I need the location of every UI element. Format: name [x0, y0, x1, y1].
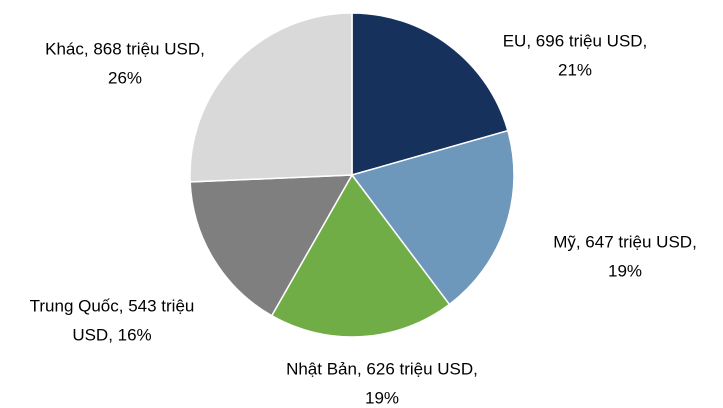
slice-label: 19%: [608, 261, 642, 280]
slice-label: 21%: [558, 60, 592, 79]
slice-label: EU, 696 triệu USD,: [503, 31, 648, 50]
slice-label: USD, 16%: [72, 325, 151, 344]
slice-label: Trung Quốc, 543 triệu: [30, 296, 195, 315]
pie-slice: [189, 12, 353, 183]
slice-label: 19%: [365, 388, 399, 407]
slice-label: Nhật Bản, 626 triệu USD,: [286, 359, 478, 378]
slice-label: Khác, 868 triệu USD,: [45, 39, 205, 58]
pie-slice: [189, 174, 354, 317]
slice-label: 26%: [108, 68, 142, 87]
pie-slice: [270, 173, 451, 338]
pie-slice: [351, 12, 509, 176]
pie-slice: [350, 129, 515, 306]
slice-label: Mỹ, 647 triệu USD,: [553, 232, 697, 251]
